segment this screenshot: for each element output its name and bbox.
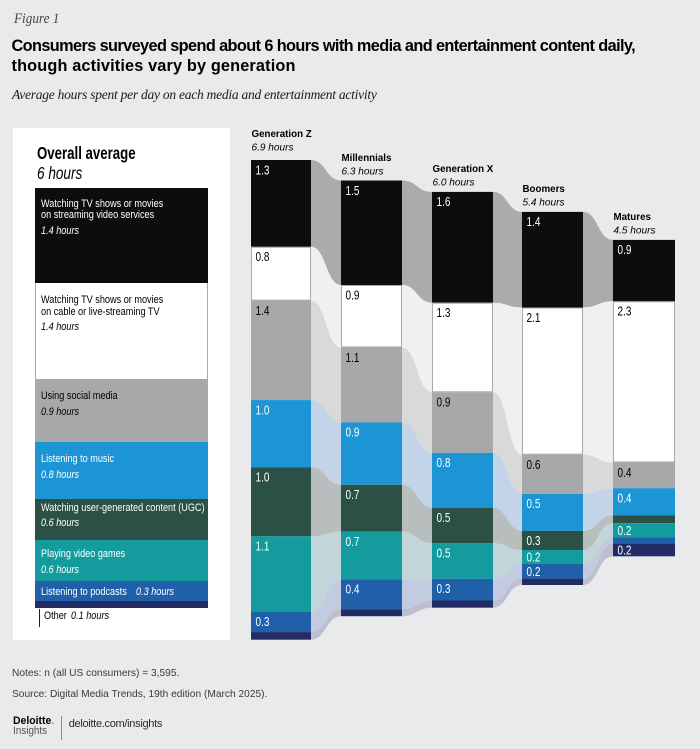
- svg-text:0.7: 0.7: [346, 535, 360, 550]
- svg-text:1.0: 1.0: [256, 470, 270, 485]
- svg-text:1.4: 1.4: [527, 215, 541, 230]
- svg-text:1.3: 1.3: [256, 163, 270, 178]
- svg-text:6.3 hours: 6.3 hours: [342, 167, 384, 178]
- svg-text:4.5 hours: 4.5 hours: [614, 225, 656, 236]
- svg-text:0.8: 0.8: [256, 250, 270, 265]
- svg-text:0.5: 0.5: [437, 546, 451, 561]
- svg-text:0.3: 0.3: [437, 582, 451, 597]
- svg-text:6.0 hours: 6.0 hours: [433, 178, 475, 189]
- svg-text:1.1: 1.1: [346, 351, 360, 366]
- svg-text:0.4: 0.4: [618, 491, 632, 506]
- svg-text:0.2: 0.2: [618, 543, 632, 558]
- svg-text:Matures: Matures: [614, 212, 652, 223]
- svg-text:Generation X: Generation X: [433, 164, 494, 175]
- svg-text:2.3: 2.3: [618, 304, 632, 319]
- svg-text:0.9: 0.9: [437, 395, 451, 410]
- svg-text:6.9 hours: 6.9 hours: [252, 142, 294, 153]
- svg-text:0.3: 0.3: [527, 534, 541, 549]
- svg-text:0.3: 0.3: [256, 615, 270, 630]
- svg-text:0.5: 0.5: [527, 497, 541, 512]
- svg-text:0.5: 0.5: [437, 511, 451, 526]
- svg-text:0.4: 0.4: [618, 466, 632, 481]
- svg-text:1.6: 1.6: [437, 195, 451, 210]
- svg-text:Millennials: Millennials: [342, 153, 392, 164]
- svg-text:1.5: 1.5: [346, 184, 360, 199]
- svg-text:0.7: 0.7: [346, 488, 360, 503]
- svg-text:0.8: 0.8: [437, 456, 451, 471]
- svg-text:2.1: 2.1: [527, 311, 541, 326]
- svg-text:0.9: 0.9: [346, 288, 360, 303]
- svg-text:Boomers: Boomers: [523, 184, 566, 195]
- svg-text:0.6: 0.6: [527, 458, 541, 473]
- svg-text:1.4: 1.4: [256, 304, 270, 319]
- svg-text:0.9: 0.9: [618, 243, 632, 258]
- svg-text:1.0: 1.0: [256, 403, 270, 418]
- svg-text:0.4: 0.4: [346, 582, 360, 597]
- svg-text:0.2: 0.2: [527, 565, 541, 580]
- svg-text:0.2: 0.2: [527, 550, 541, 565]
- svg-text:0.2: 0.2: [618, 524, 632, 539]
- svg-text:0.9: 0.9: [346, 425, 360, 440]
- svg-text:1.3: 1.3: [437, 306, 451, 321]
- svg-text:5.4 hours: 5.4 hours: [523, 197, 565, 208]
- svg-text:1.1: 1.1: [256, 539, 270, 554]
- svg-text:Generation Z: Generation Z: [252, 129, 312, 140]
